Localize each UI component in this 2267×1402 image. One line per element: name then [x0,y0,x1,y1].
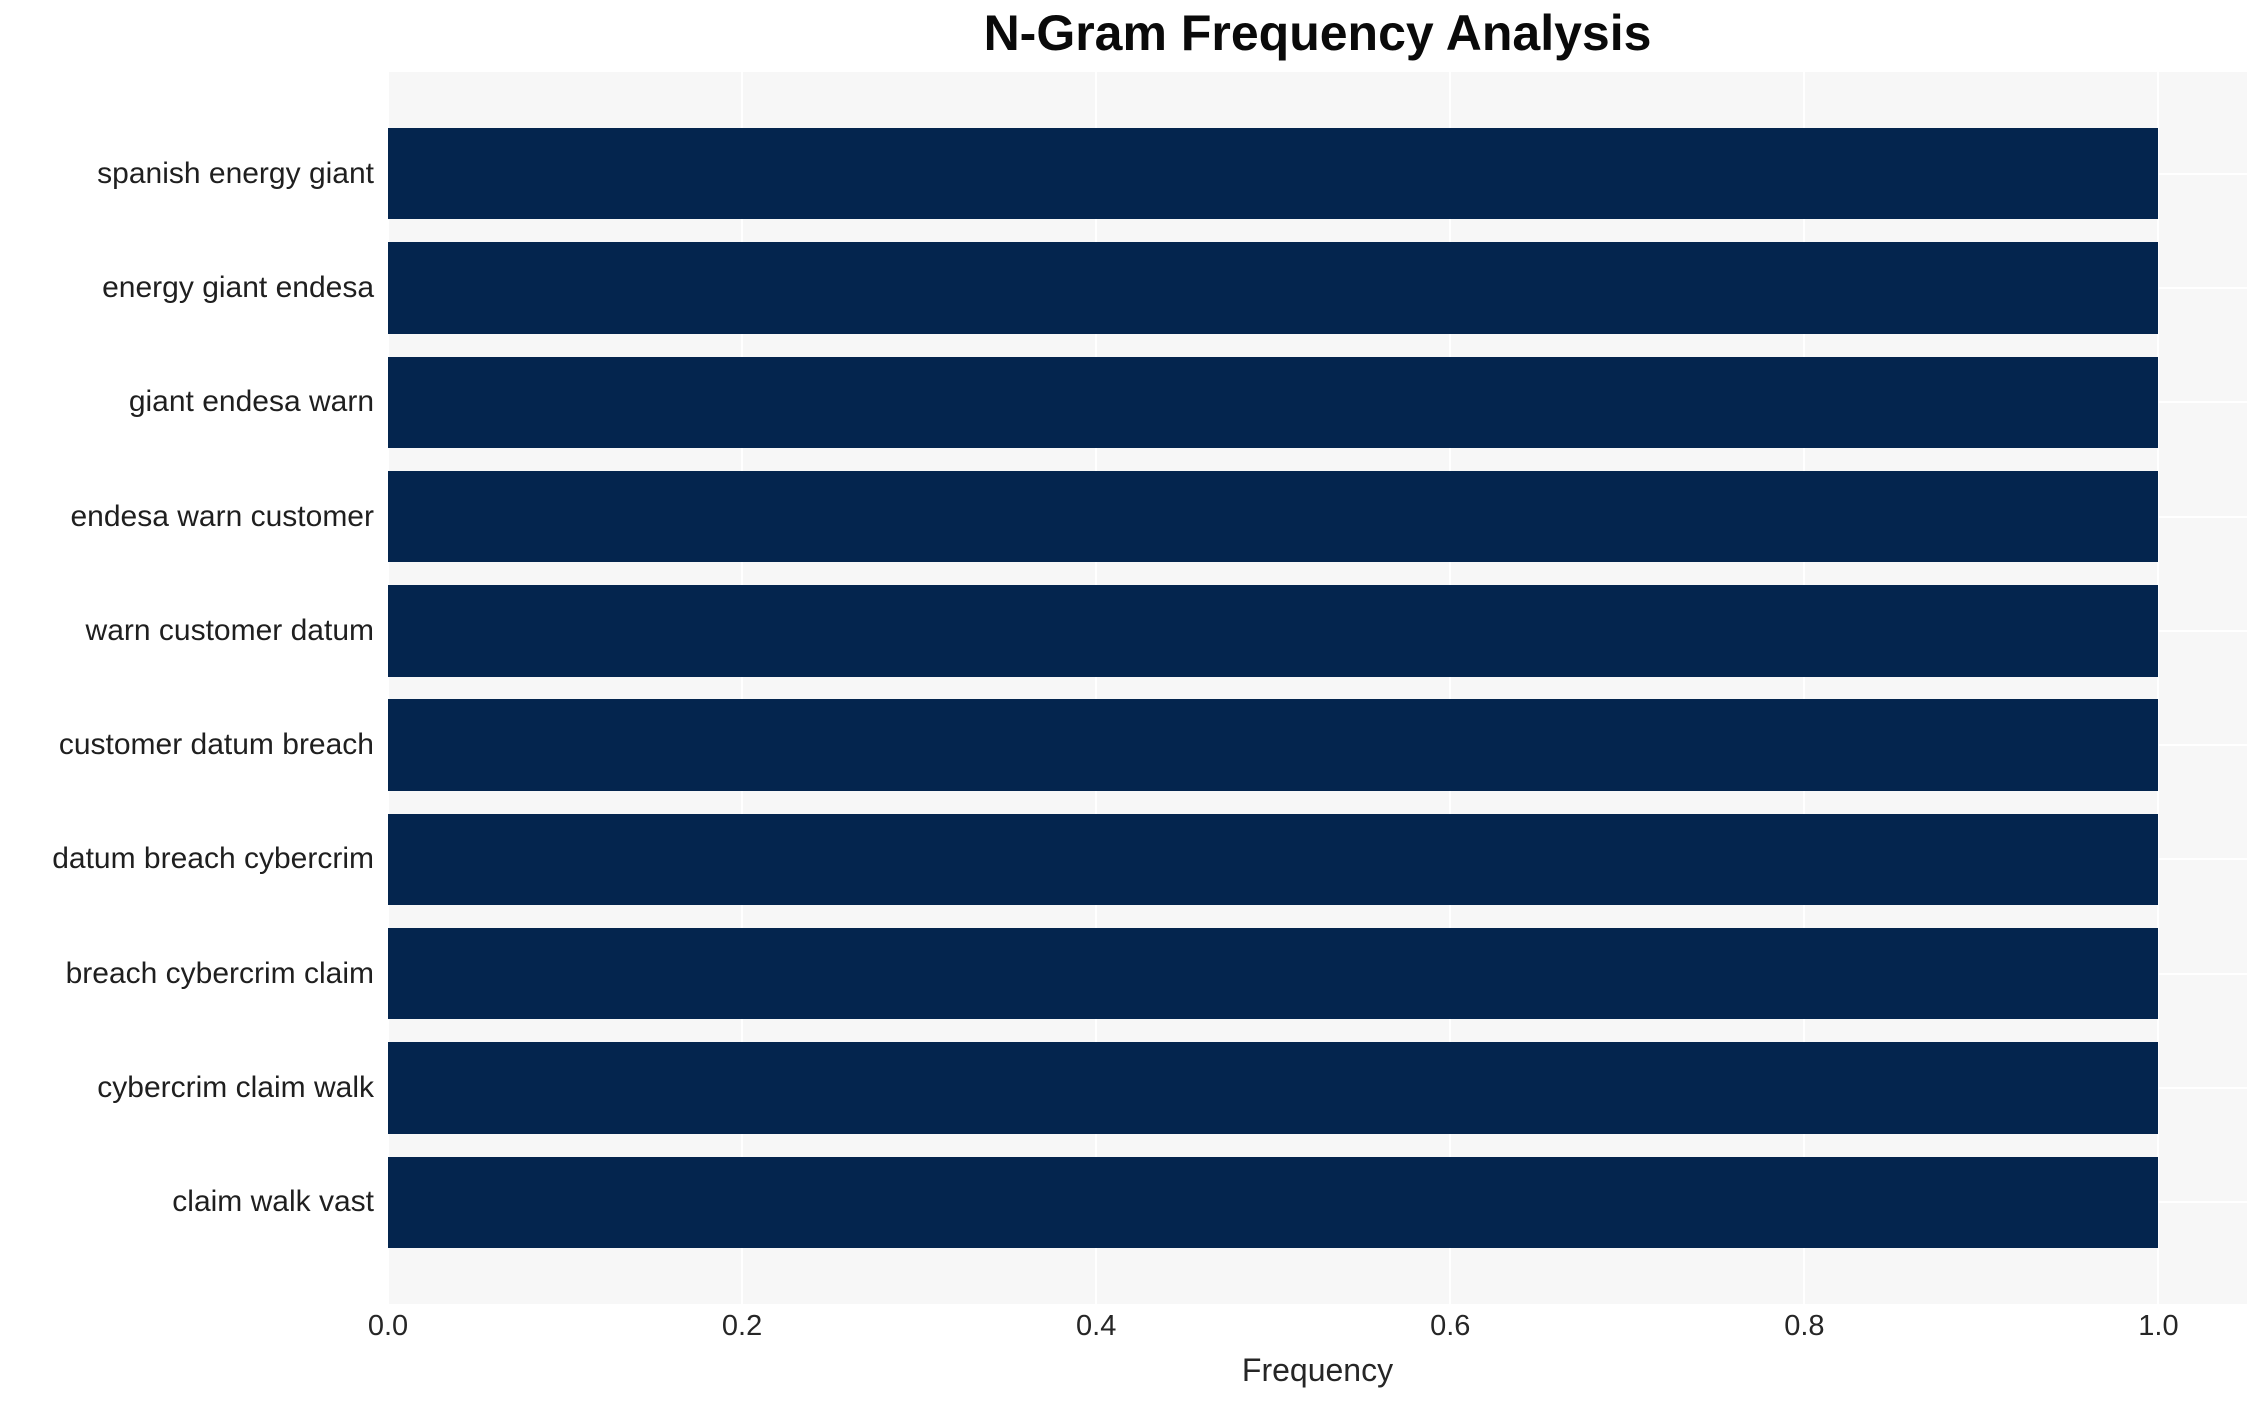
bar-energy-giant-endesa [388,242,2159,334]
y-tick-label-6: datum breach cybercrim [52,842,374,876]
x-tick-label-0.6: 0.6 [1430,1310,1471,1342]
bar-datum-breach-cybercrim [388,813,2159,906]
y-tick-label-7: breach cybercrim claim [65,956,374,990]
y-tick-label-9: claim walk vast [172,1185,374,1219]
bar-spanish-energy-giant [388,128,2159,220]
chart-title: N-Gram Frequency Analysis [983,5,1652,61]
bar-claim-walk-vast [388,1156,2159,1248]
y-tick-label-0: spanish energy giant [97,156,374,190]
x-gridline-0.4 [1095,72,1098,1304]
plot-area [388,72,2247,1304]
x-gridline-0.2 [741,72,744,1304]
x-gridline-1.0 [2157,72,2160,1304]
y-axis-labels: spanish energy giant energy giant endesa g… [0,72,374,1304]
y-tick-label-8: cybercrim claim walk [97,1071,374,1104]
x-tick-label-0.2: 0.2 [721,1310,763,1342]
x-gridline-0.6 [1449,72,1452,1304]
y-tick-label-3: endesa warn customer [70,499,375,533]
x-gridline-0.0 [388,72,389,1304]
bar-customer-datum-breach [388,699,2159,791]
x-tick-label-0.4: 0.4 [1076,1310,1117,1342]
x-tick-label-0.0: 0.0 [367,1310,409,1342]
bar-breach-cybercrim-claim [388,928,2159,1020]
x-tick-label-1.0: 1.0 [2138,1310,2179,1342]
x-gridline-0.8 [1803,72,1806,1304]
x-tick-label-0.8: 0.8 [1784,1310,1825,1342]
x-axis-title: Frequency [1241,1352,1394,1388]
y-tick-label-5: customer datum breach [58,728,374,762]
bar-warn-customer-datum [388,585,2159,677]
bar-cybercrim-claim-walk [388,1042,2159,1134]
bar-giant-endesa-warn [388,356,2159,448]
x-axis-ticks: 0.0 0.2 0.4 0.6 0.8 1.0 [368,1310,2247,1346]
y-tick-label-1: energy giant endesa [102,271,374,304]
bar-endesa-warn-customer [388,470,2159,563]
y-tick-label-2: giant endesa warn [128,385,374,419]
y-tick-label-4: warn customer datum [85,613,374,647]
